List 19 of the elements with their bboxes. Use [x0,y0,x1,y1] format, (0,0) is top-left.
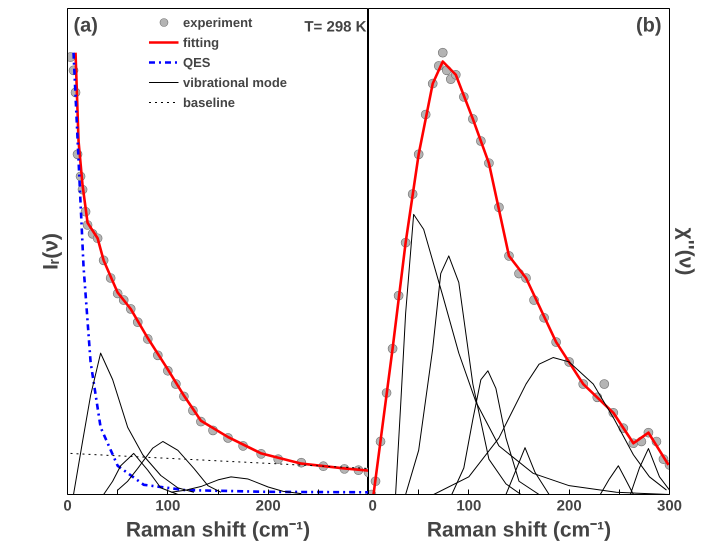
x-axis-title: Raman shift (cm⁻¹) [426,518,612,542]
text: (a) [74,14,98,36]
legend-label: QES [182,54,210,70]
x-tick-label: 200 [256,498,281,514]
legend-label: vibrational mode [182,74,288,90]
text: (b) [636,14,662,36]
x-tick-label: 100 [155,498,180,514]
legend-label: baseline [182,94,236,110]
x-tick-label: 0 [368,498,377,514]
y-axis-title: χ''(ν) [674,228,698,276]
x-tick-label: 0 [63,498,72,514]
y-axis-title: Iᵣ(ν) [40,233,62,270]
text: T= 298 K [304,18,367,36]
legend-label: fitting [182,34,220,50]
x-tick-label: 200 [556,498,582,514]
x-tick-label: 100 [456,498,482,514]
x-axis-title: Raman shift (cm⁻¹) [126,518,310,542]
legend-label: experiment [182,14,252,30]
x-tick-label: 300 [656,498,682,514]
